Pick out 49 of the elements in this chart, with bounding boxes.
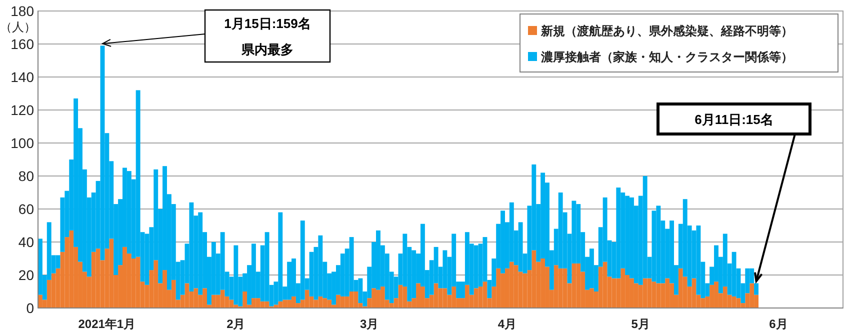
annotation: 1月15日:159名	[224, 16, 311, 31]
x-tick-label: 2021年1月	[78, 317, 136, 331]
bar	[647, 278, 652, 308]
bar	[349, 292, 354, 308]
y-axis-title: （人）	[0, 20, 36, 34]
annotation: 県内最多	[240, 42, 294, 57]
bar	[612, 278, 616, 308]
bar	[732, 296, 736, 308]
bar	[518, 222, 523, 272]
x-tick-label: 3月	[360, 317, 379, 331]
bar	[398, 284, 403, 308]
x-tick-label: 4月	[498, 317, 517, 331]
bar	[136, 256, 140, 308]
y-tick-label: 20	[18, 267, 34, 283]
x-tick-label: 5月	[631, 317, 650, 331]
bar	[696, 226, 701, 295]
bar	[274, 304, 278, 308]
x-tick-label: 6月	[769, 317, 788, 331]
bar	[314, 300, 318, 308]
y-tick-label: 40	[18, 234, 34, 250]
y-tick-label: 60	[18, 201, 34, 217]
bar	[100, 46, 105, 260]
legend-label: 新規（渡航歴あり、県外感染疑、経路不明等）	[540, 24, 793, 38]
bar	[656, 283, 661, 308]
y-tick-label: 160	[10, 36, 34, 52]
bar	[562, 268, 568, 308]
legend-label: 濃厚接触者（家族・知人・クラスター関係等）	[540, 50, 793, 64]
bar	[754, 283, 758, 295]
y-tick-label: 100	[10, 135, 34, 151]
annotation: 6月11日:15名	[694, 112, 774, 127]
bar	[732, 252, 736, 296]
y-tick-label: 80	[18, 168, 34, 184]
bar	[189, 202, 194, 292]
bar	[434, 283, 438, 308]
bar	[572, 263, 576, 308]
bar	[358, 278, 363, 304]
bar	[229, 300, 234, 308]
bar	[442, 288, 448, 308]
bar	[220, 290, 225, 308]
x-tick-label: 2月	[226, 317, 246, 331]
y-tick-label: 140	[10, 69, 34, 85]
bar	[602, 262, 608, 308]
bar	[304, 290, 310, 308]
y-tick-label: 0	[26, 300, 34, 316]
y-tick-label: 180	[10, 3, 34, 19]
bar	[264, 301, 270, 308]
bar	[656, 206, 661, 284]
bar	[96, 248, 100, 308]
y-tick-label: 120	[10, 102, 34, 118]
